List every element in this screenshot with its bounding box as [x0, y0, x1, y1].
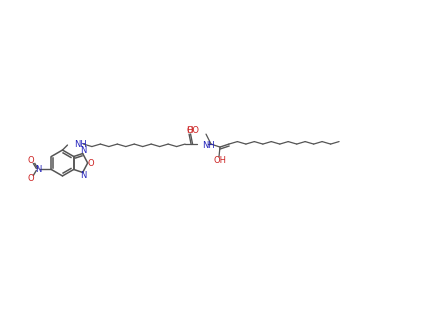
Text: OH: OH: [214, 157, 227, 166]
Text: O: O: [87, 160, 94, 168]
Text: N: N: [35, 165, 41, 174]
Text: O: O: [27, 174, 34, 183]
Text: NH: NH: [202, 141, 215, 150]
Text: NH: NH: [74, 140, 87, 149]
Text: N: N: [81, 146, 87, 155]
Text: N: N: [81, 171, 87, 180]
Text: O: O: [187, 126, 193, 135]
Text: O: O: [27, 156, 34, 165]
Text: HO: HO: [186, 126, 199, 135]
